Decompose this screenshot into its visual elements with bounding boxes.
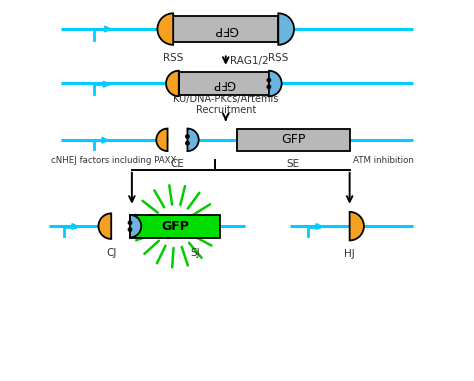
Wedge shape [157, 13, 173, 45]
Circle shape [128, 228, 132, 231]
Text: HJ: HJ [344, 249, 355, 259]
Circle shape [267, 78, 271, 82]
FancyBboxPatch shape [130, 215, 220, 238]
Text: SE: SE [287, 158, 300, 168]
Circle shape [186, 135, 189, 138]
Wedge shape [130, 215, 141, 237]
Text: GFP: GFP [161, 220, 189, 233]
Circle shape [128, 221, 132, 224]
Wedge shape [350, 212, 364, 240]
Text: CJ: CJ [106, 248, 117, 258]
Text: RSS: RSS [268, 53, 289, 64]
Wedge shape [156, 128, 167, 151]
Wedge shape [269, 71, 282, 96]
FancyBboxPatch shape [237, 129, 350, 151]
Text: KU/DNA-PKcs/Artemis
Recruitment: KU/DNA-PKcs/Artemis Recruitment [173, 94, 278, 115]
FancyBboxPatch shape [173, 16, 278, 42]
Circle shape [267, 85, 271, 88]
FancyBboxPatch shape [179, 72, 269, 95]
Text: GFP: GFP [281, 133, 306, 146]
Text: GFP: GFP [212, 77, 235, 90]
Circle shape [186, 141, 189, 145]
Text: RSS: RSS [163, 53, 183, 64]
Wedge shape [187, 128, 199, 151]
Text: RAG1/2: RAG1/2 [230, 56, 269, 66]
Text: SJ: SJ [190, 248, 200, 258]
Wedge shape [99, 213, 111, 239]
Wedge shape [166, 71, 179, 96]
Wedge shape [278, 13, 294, 45]
Text: cNHEJ factors including PAXX: cNHEJ factors including PAXX [51, 156, 176, 165]
Text: ATM inhibition: ATM inhibition [354, 156, 414, 165]
Text: GFP: GFP [214, 22, 238, 35]
Text: CE: CE [171, 158, 184, 168]
